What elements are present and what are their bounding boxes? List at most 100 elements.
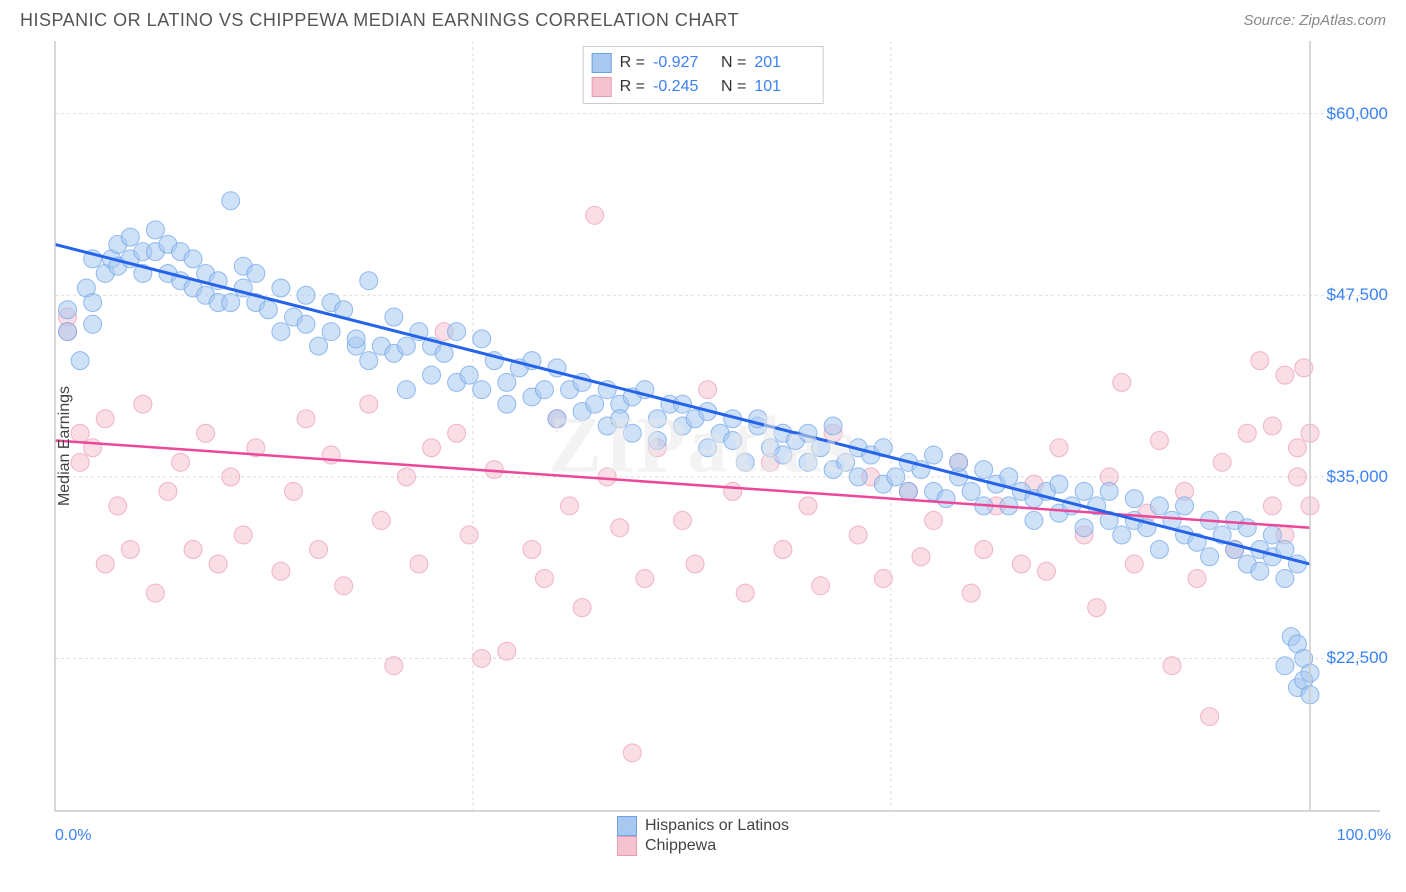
scatter-point: [724, 432, 742, 450]
scatter-point: [498, 395, 516, 413]
series-swatch: [592, 77, 612, 97]
scatter-point: [1263, 417, 1281, 435]
scatter-point: [322, 323, 340, 341]
bottom-legend: 0.0% Hispanics or Latinos Chippewa 100.0…: [10, 816, 1396, 856]
scatter-point: [1213, 453, 1231, 471]
scatter-point: [925, 511, 943, 529]
scatter-point: [146, 221, 164, 239]
scatter-point: [774, 446, 792, 464]
scatter-point: [435, 344, 453, 362]
scatter-point: [699, 381, 717, 399]
scatter-point: [1150, 497, 1168, 515]
scatter-point: [950, 453, 968, 471]
scatter-point: [523, 540, 541, 558]
series-swatch: [592, 53, 612, 73]
scatter-point: [774, 540, 792, 558]
scatter-point: [272, 323, 290, 341]
scatter-point: [197, 424, 215, 442]
scatter-point: [222, 468, 240, 486]
scatter-point: [360, 352, 378, 370]
scatter-point: [247, 264, 265, 282]
n-value: 101: [754, 78, 814, 96]
scatter-point: [59, 323, 77, 341]
legend-item: Hispanics or Latinos: [617, 816, 789, 836]
scatter-point: [1000, 468, 1018, 486]
scatter-point: [912, 548, 930, 566]
chart-source: Source: ZipAtlas.com: [1243, 12, 1386, 29]
scatter-point: [975, 540, 993, 558]
n-value: 201: [754, 54, 814, 72]
scatter-point: [385, 657, 403, 675]
scatter-point: [284, 482, 302, 500]
y-axis-label: Median Earnings: [56, 386, 74, 506]
x-axis-min-label: 0.0%: [55, 827, 91, 845]
scatter-point: [899, 482, 917, 500]
scatter-point: [1100, 482, 1118, 500]
scatter-point: [498, 373, 516, 391]
scatter-point: [636, 570, 654, 588]
scatter-point: [335, 577, 353, 595]
r-value: -0.245: [653, 78, 713, 96]
scatter-point: [1025, 511, 1043, 529]
scatter-point: [674, 511, 692, 529]
scatter-point: [975, 461, 993, 479]
scatter-point: [586, 206, 604, 224]
scatter-point: [1163, 657, 1181, 675]
scatter-point: [611, 519, 629, 537]
scatter-point: [1075, 519, 1093, 537]
scatter-point: [397, 337, 415, 355]
scatter-point: [159, 482, 177, 500]
scatter-point: [1251, 562, 1269, 580]
scatter-point: [310, 337, 328, 355]
scatter-point: [1263, 497, 1281, 515]
scatter-point: [1050, 439, 1068, 457]
scatter-point: [799, 497, 817, 515]
scatter-point: [837, 453, 855, 471]
legend-swatch: [617, 816, 637, 836]
scatter-point: [184, 250, 202, 268]
scatter-point: [448, 424, 466, 442]
scatter-point: [234, 526, 252, 544]
y-tick-label: $60,000: [1327, 104, 1388, 124]
scatter-point: [561, 497, 579, 515]
scatter-point: [1150, 432, 1168, 450]
scatter-point: [272, 562, 290, 580]
scatter-point: [648, 432, 666, 450]
scatter-point: [222, 192, 240, 210]
scatter-point: [535, 570, 553, 588]
scatter-point: [1125, 555, 1143, 573]
scatter-point: [1238, 519, 1256, 537]
r-value: -0.927: [653, 54, 713, 72]
r-label: R =: [620, 54, 645, 72]
scatter-point: [962, 482, 980, 500]
scatter-point: [849, 468, 867, 486]
scatter-point: [812, 577, 830, 595]
y-tick-label: $47,500: [1327, 285, 1388, 305]
scatter-point: [535, 381, 553, 399]
scatter-point: [84, 315, 102, 333]
chart-title: HISPANIC OR LATINO VS CHIPPEWA MEDIAN EA…: [20, 10, 739, 31]
scatter-point: [1012, 555, 1030, 573]
stats-box: R = -0.927 N = 201 R = -0.245 N = 101: [583, 46, 824, 104]
scatter-point: [410, 555, 428, 573]
scatter-point: [297, 286, 315, 304]
scatter-point: [297, 410, 315, 428]
scatter-point: [736, 584, 754, 602]
scatter-point: [71, 352, 89, 370]
scatter-point: [573, 599, 591, 617]
scatter-point: [1276, 366, 1294, 384]
scatter-point: [623, 744, 641, 762]
scatter-point: [1288, 439, 1306, 457]
scatter-point: [96, 410, 114, 428]
chart-header: HISPANIC OR LATINO VS CHIPPEWA MEDIAN EA…: [10, 10, 1396, 36]
scatter-point: [473, 381, 491, 399]
scatter-point: [1188, 570, 1206, 588]
scatter-point: [1176, 497, 1194, 515]
scatter-point: [222, 294, 240, 312]
r-label: R =: [620, 78, 645, 96]
scatter-point: [423, 366, 441, 384]
scatter-point: [397, 381, 415, 399]
scatter-point: [310, 540, 328, 558]
scatter-point: [397, 468, 415, 486]
stats-row: R = -0.927 N = 201: [592, 51, 815, 75]
